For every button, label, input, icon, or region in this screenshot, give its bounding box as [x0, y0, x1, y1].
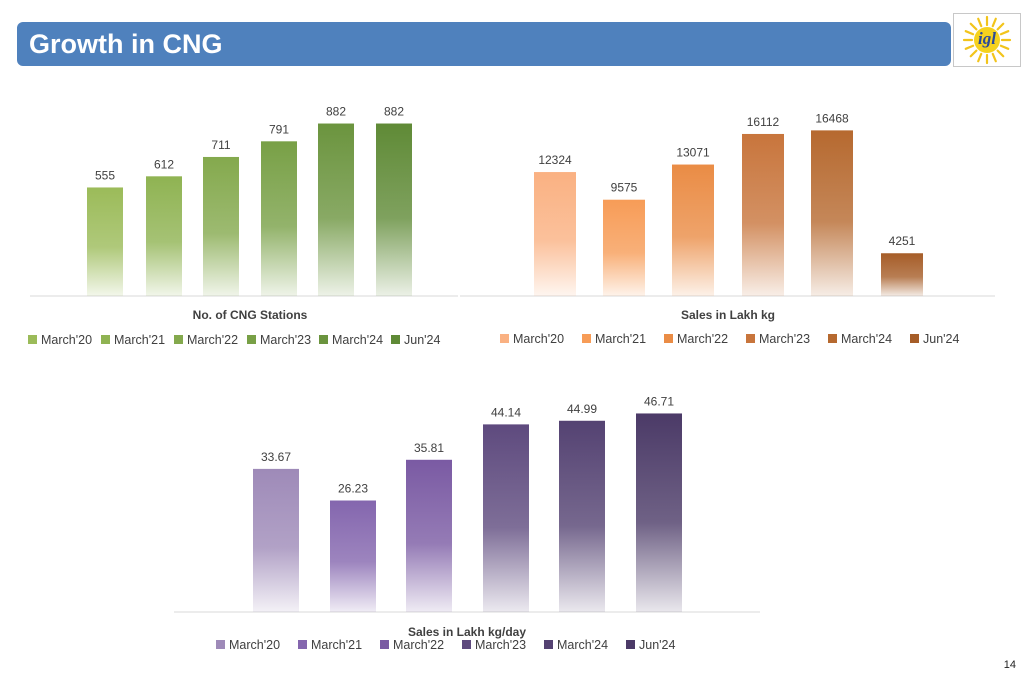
data-label: 46.71 — [644, 394, 674, 408]
legend-swatch — [910, 334, 919, 343]
data-label: 35.81 — [414, 441, 444, 455]
legend-entry: March'23 — [759, 332, 810, 346]
company-logo: igl — [953, 13, 1021, 67]
data-label: 9575 — [611, 181, 638, 195]
chart-3: 33.67 26.23 35.81 44.14 44.99 46.71 Sales in L… — [174, 394, 760, 652]
legend-swatch — [462, 640, 471, 649]
bar-march23 — [742, 133, 784, 296]
legend-entry: March'24 — [557, 638, 608, 652]
legend-entry: March'21 — [311, 638, 362, 652]
bar-march23 — [261, 141, 297, 296]
legend-swatch — [664, 334, 673, 343]
legend-entry: March'20 — [41, 333, 92, 347]
legend-swatch — [247, 335, 256, 344]
chart-title: Sales in Lakh kg/day — [408, 625, 526, 639]
chart-title: Sales in Lakh kg — [681, 308, 775, 322]
bar-jun24 — [376, 123, 412, 297]
bar-march20 — [253, 468, 299, 612]
bar-march22 — [672, 164, 714, 296]
legend-swatch — [380, 640, 389, 649]
bar-march21 — [330, 500, 376, 612]
data-label: 612 — [154, 157, 174, 171]
bar-jun24 — [881, 253, 923, 296]
legend-entry: March'22 — [393, 638, 444, 652]
bar-march21 — [146, 176, 182, 296]
data-label: 13071 — [676, 146, 710, 160]
legend-entry: March'22 — [187, 333, 238, 347]
legend-swatch — [28, 335, 37, 344]
data-label: 711 — [211, 138, 230, 152]
data-label: 33.67 — [261, 450, 291, 464]
data-label: 26.23 — [338, 482, 368, 496]
data-label: 4251 — [889, 234, 916, 248]
bar-march20 — [534, 172, 576, 296]
legend-entry: March'22 — [677, 332, 728, 346]
title-bar: Growth in CNG — [17, 22, 951, 66]
logo-text: igl — [978, 29, 996, 48]
legend-swatch — [828, 334, 837, 343]
data-label: 791 — [269, 122, 289, 136]
legend-swatch — [500, 334, 509, 343]
legend-swatch — [298, 640, 307, 649]
bar-jun24 — [636, 413, 682, 612]
bar-march24 — [559, 420, 605, 612]
data-label: 16112 — [747, 115, 780, 129]
legend-entry: March'23 — [260, 333, 311, 347]
legend-swatch — [319, 335, 328, 344]
data-label: 555 — [95, 168, 115, 182]
legend-entry: March'20 — [513, 332, 564, 346]
legend-entry: March'21 — [114, 333, 165, 347]
legend-swatch — [174, 335, 183, 344]
legend-entry: Jun'24 — [923, 332, 959, 346]
chart-1: 555 612 711 791 882 882 No. of CNG Stations Mar… — [28, 105, 458, 347]
chart-title: No. of CNG Stations — [193, 308, 308, 322]
legend-entry: March'23 — [475, 638, 526, 652]
data-label: 882 — [326, 105, 346, 119]
page-title: Growth in CNG — [29, 28, 223, 59]
legend-swatch — [101, 335, 110, 344]
igl-sun-logo-icon — [962, 15, 1012, 65]
chart-2: 12324 9575 13071 16112 16468 4251 Sales in Lak… — [460, 111, 995, 346]
legend-swatch — [391, 335, 400, 344]
legend-swatch — [626, 640, 635, 649]
bar-march24 — [318, 123, 354, 297]
legend-entry: Jun'24 — [404, 333, 440, 347]
bar-march21 — [603, 199, 645, 296]
legend-entry: Jun'24 — [639, 638, 675, 652]
page-number: 14 — [1003, 659, 1016, 671]
data-label: 882 — [384, 105, 404, 119]
bar-march24 — [811, 130, 853, 296]
bar-march23 — [483, 424, 529, 612]
legend-swatch — [582, 334, 591, 343]
bar-march20 — [87, 187, 123, 296]
legend-entry: March'21 — [595, 332, 646, 346]
legend-entry: March'24 — [841, 332, 892, 346]
bar-march22 — [406, 459, 452, 612]
data-label: 44.14 — [491, 405, 521, 419]
data-label: 44.99 — [567, 402, 597, 416]
legend-entry: March'24 — [332, 333, 383, 347]
bar-march22 — [203, 156, 239, 296]
legend-swatch — [544, 640, 553, 649]
data-label: 16468 — [815, 111, 849, 125]
legend-entry: March'20 — [229, 638, 280, 652]
legend-swatch — [216, 640, 225, 649]
legend-swatch — [746, 334, 755, 343]
data-label: 12324 — [538, 153, 572, 167]
